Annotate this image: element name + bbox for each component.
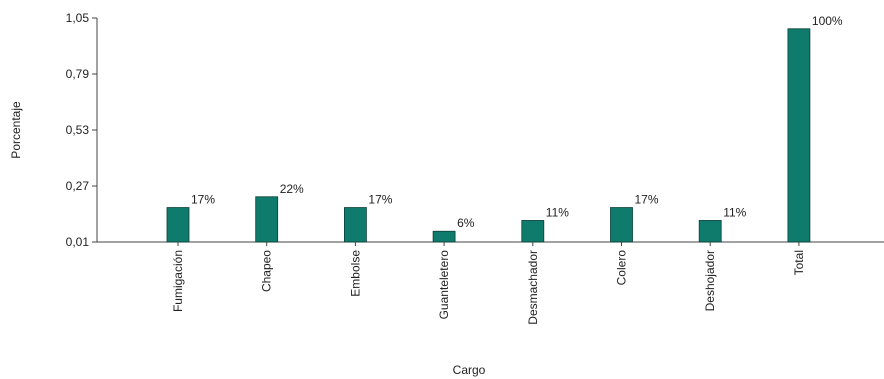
data-label: 22% bbox=[280, 182, 304, 196]
bar bbox=[166, 207, 190, 243]
bar bbox=[698, 220, 722, 243]
data-label: 11% bbox=[723, 205, 746, 219]
y-axis-title: Porcentaje bbox=[9, 101, 23, 159]
data-label: 17% bbox=[191, 193, 215, 207]
x-tick-label: Embolse bbox=[348, 250, 362, 297]
y-tick-label: 0,53 bbox=[66, 123, 90, 137]
x-tick-label: Chapeo bbox=[260, 250, 274, 292]
x-tick-label: Deshojador bbox=[703, 250, 717, 311]
data-label: 11% bbox=[546, 205, 569, 219]
bar bbox=[787, 28, 811, 243]
bars bbox=[166, 28, 811, 243]
bar bbox=[610, 207, 633, 243]
y-tick-label: 0,01 bbox=[66, 235, 90, 249]
data-label: 100% bbox=[812, 14, 843, 28]
y-ticks: 0,01 0,27 0,53 0,79 1,05 bbox=[66, 11, 97, 249]
data-labels: 17% 22% 17% 6% 11% 17% 11% 100% bbox=[191, 14, 843, 230]
bar bbox=[432, 230, 456, 243]
y-tick-label: 0,27 bbox=[66, 179, 90, 193]
x-tick-label: Guanteletero bbox=[437, 250, 451, 320]
bar bbox=[343, 207, 367, 243]
y-tick-label: 1,05 bbox=[66, 11, 90, 25]
y-tick-label: 0,79 bbox=[66, 67, 90, 81]
x-ticks: Fumigación Chapeo Embolse Guanteletero Desma… bbox=[171, 242, 806, 325]
data-label: 17% bbox=[368, 193, 392, 207]
data-label: 6% bbox=[457, 216, 475, 230]
x-tick-label: Desmachador bbox=[526, 250, 540, 325]
axes bbox=[96, 18, 884, 243]
bar bbox=[255, 196, 279, 243]
x-axis-title: Cargo bbox=[453, 363, 486, 377]
x-tick-label: Total bbox=[792, 250, 806, 275]
x-tick-label: Colero bbox=[615, 250, 629, 286]
bar bbox=[521, 220, 545, 243]
data-label: 17% bbox=[635, 193, 659, 207]
x-tick-label: Fumigación bbox=[171, 250, 185, 312]
